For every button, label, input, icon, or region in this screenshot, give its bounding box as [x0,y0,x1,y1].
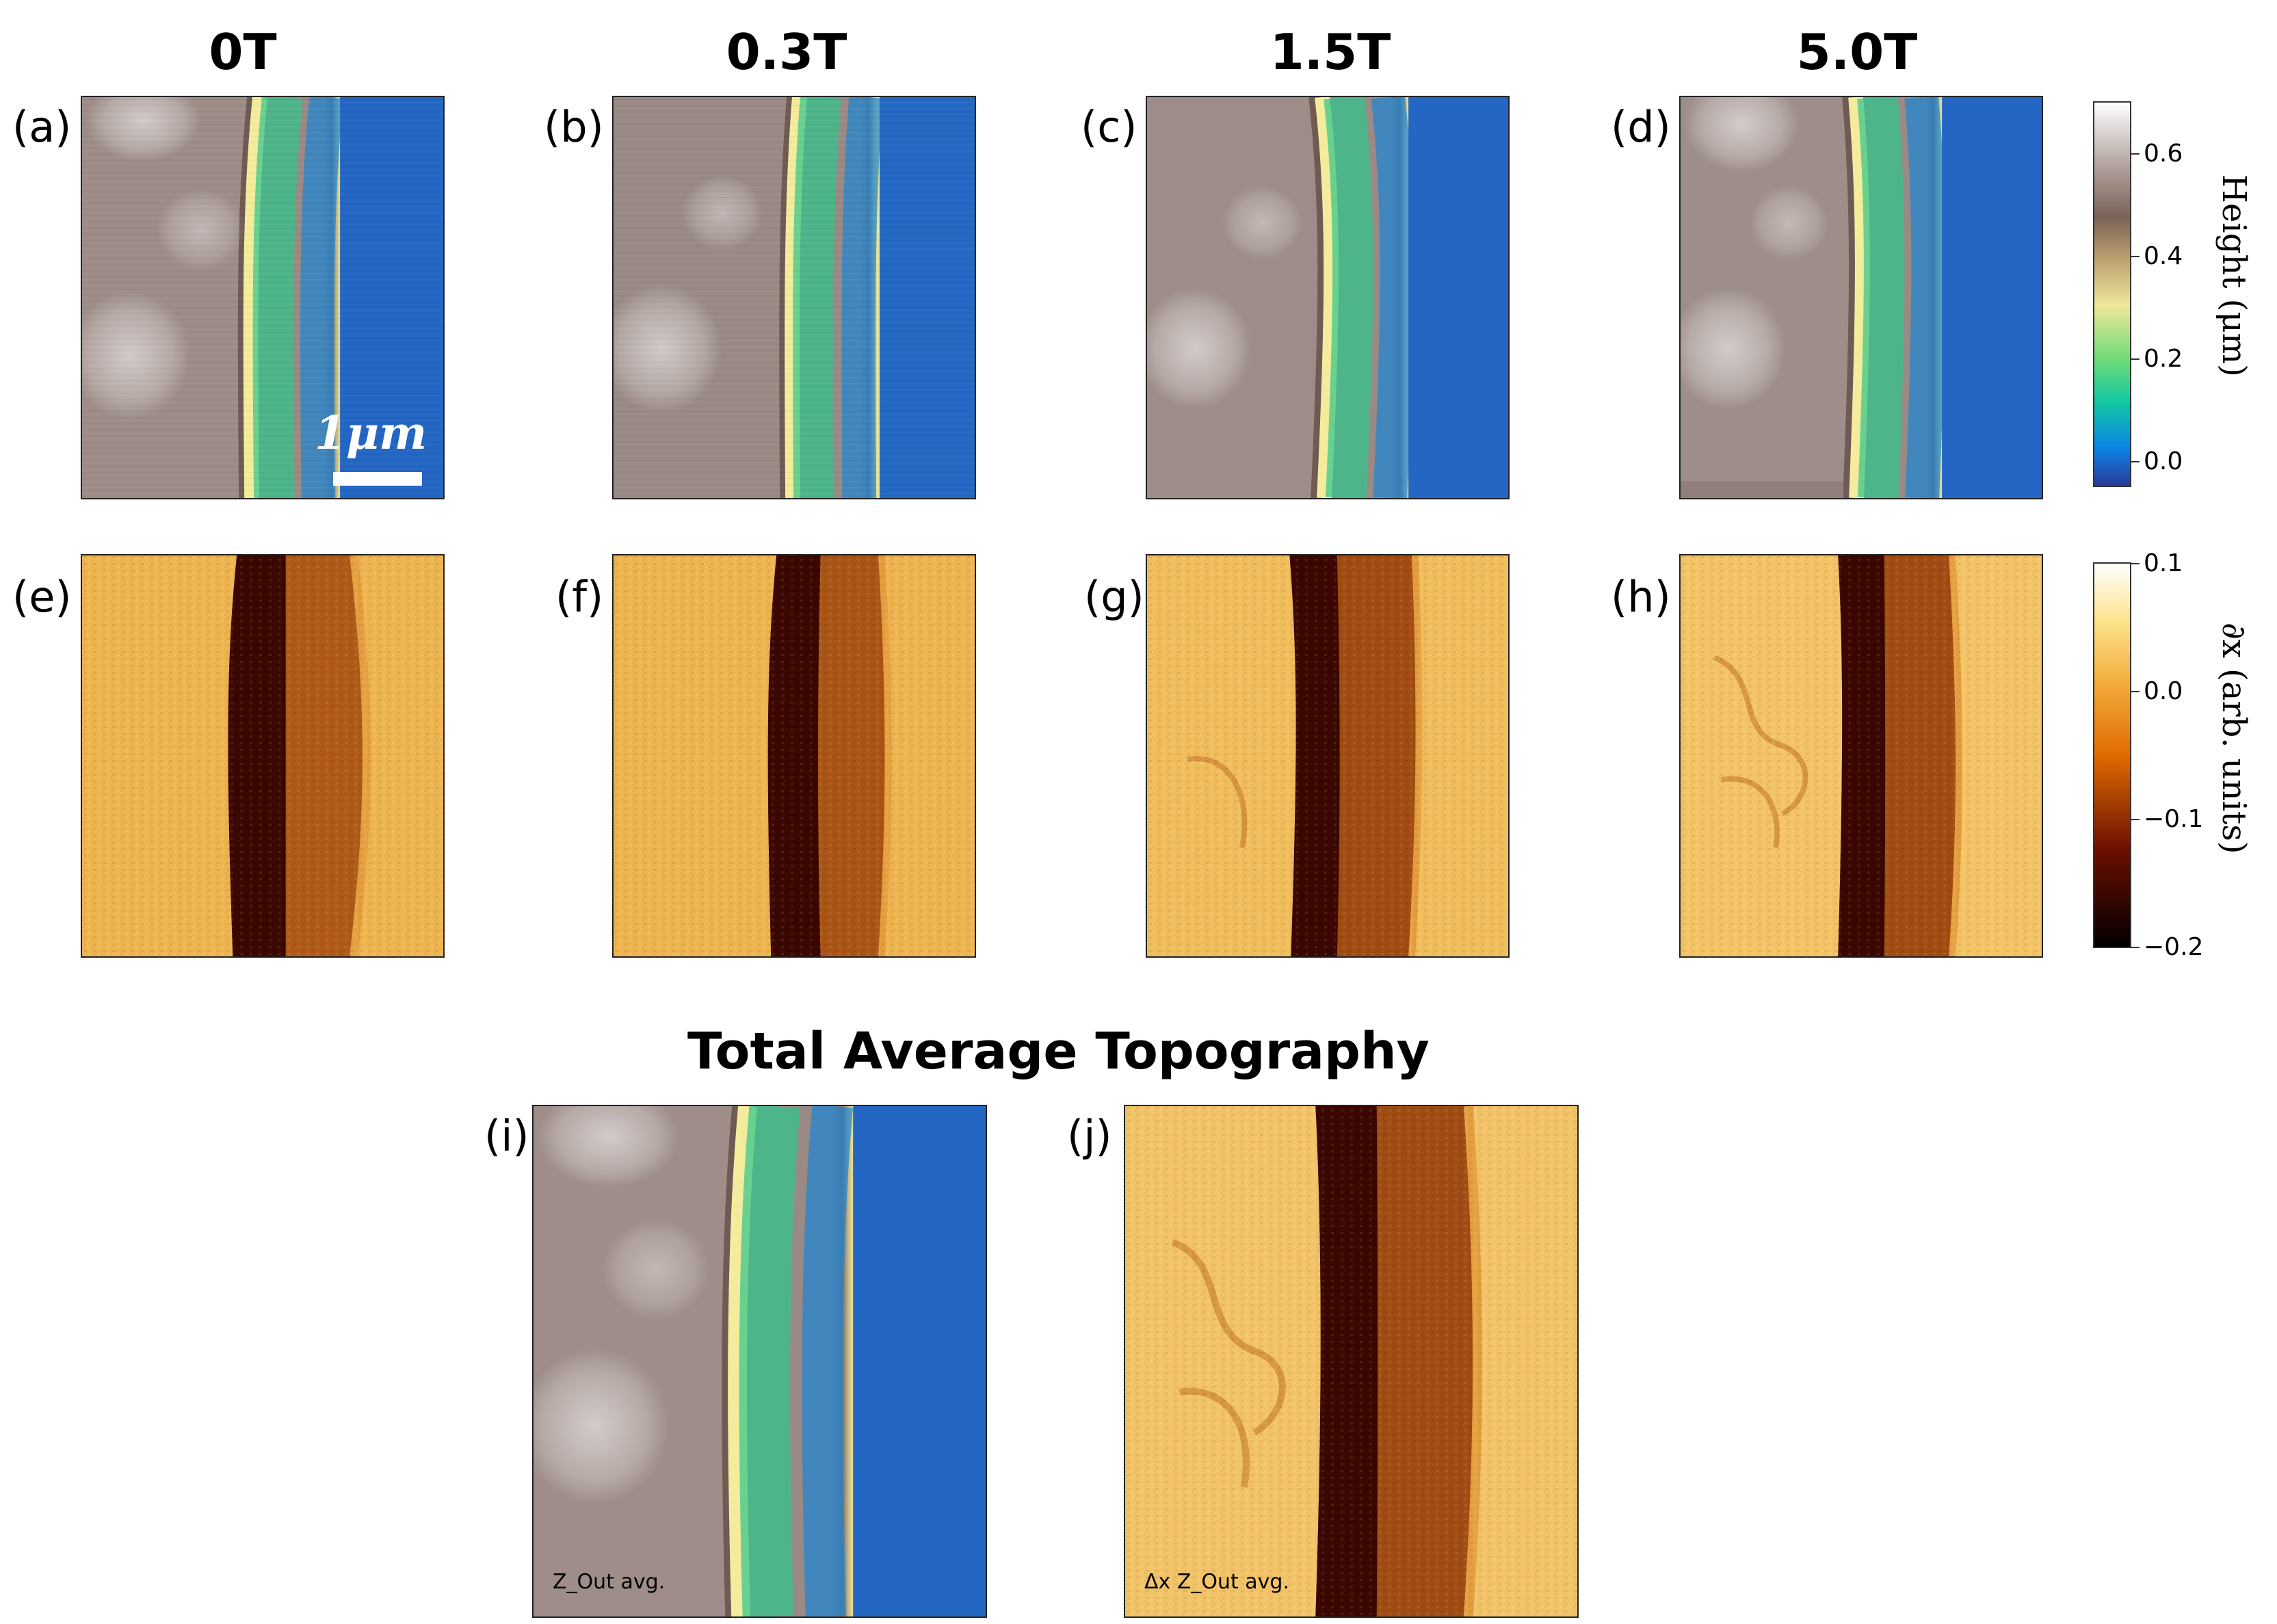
panel-label-i: (i) [484,1111,529,1161]
panel-label-j: (j) [1067,1111,1112,1161]
height-tick-label: 0.6 [2144,140,2183,168]
panel-label-a: (a) [12,102,72,152]
column-title-5.0T: 5.0T [1796,23,1918,81]
derivative-panel-h [1679,554,2043,958]
height-tick-mark [2131,358,2140,360]
derivative-tick-label: −0.1 [2144,805,2204,833]
scale-bar [333,472,422,486]
derivative-panel-e [81,554,445,958]
panel-label-g: (g) [1084,572,1144,622]
derivative-tick-mark [2131,819,2140,820]
topography-panel-d [1679,96,2043,499]
derivative-tick-mark [2131,563,2140,564]
height-tick-label: 0.4 [2144,242,2183,270]
height-colorbar-label: Height (μm) [2215,174,2253,377]
height-tick-label: 0.2 [2144,345,2183,373]
panel-label-c: (c) [1081,102,1137,152]
height-tick-mark [2131,153,2140,155]
derivative-panel-g [1146,554,1510,958]
panel-label-e: (e) [12,572,72,622]
derivative-panel-f [612,554,976,958]
topography-panel-a [81,96,445,499]
derivative-tick-mark [2131,691,2140,692]
average-derivative-panel-j [1124,1105,1579,1618]
bottom-section-title: Total Average Topography [687,1022,1430,1081]
height-tick-mark [2131,461,2140,462]
topography-panel-c [1146,96,1510,499]
column-title-0.3T: 0.3T [726,23,847,81]
derivative-tick-label: −0.2 [2144,933,2204,961]
panel-label-f: (f) [555,572,604,622]
panel-label-h: (h) [1611,572,1671,622]
height-tick-label: 0.0 [2144,447,2183,475]
derivative-tick-label: 0.0 [2144,677,2183,705]
derivative-tick-mark [2131,947,2140,948]
height-colorbar [2093,101,2131,487]
column-title-0T: 0T [209,23,277,81]
topography-panel-b [612,96,976,499]
panel-label-d: (d) [1611,102,1671,152]
derivative-colorbar [2093,562,2131,948]
scale-bar-label: 1μm [315,406,427,460]
height-tick-mark [2131,256,2140,257]
panel-label-b: (b) [544,102,604,152]
column-title-1.5T: 1.5T [1269,23,1391,81]
derivative-colorbar-label: ∂x (arb. units) [2215,623,2253,854]
average-derivative-note: Δx Z_Out avg. [1144,1570,1290,1594]
average-topography-panel-i [532,1105,987,1618]
average-topography-note: Z_Out avg. [553,1570,666,1594]
derivative-tick-label: 0.1 [2144,549,2183,577]
